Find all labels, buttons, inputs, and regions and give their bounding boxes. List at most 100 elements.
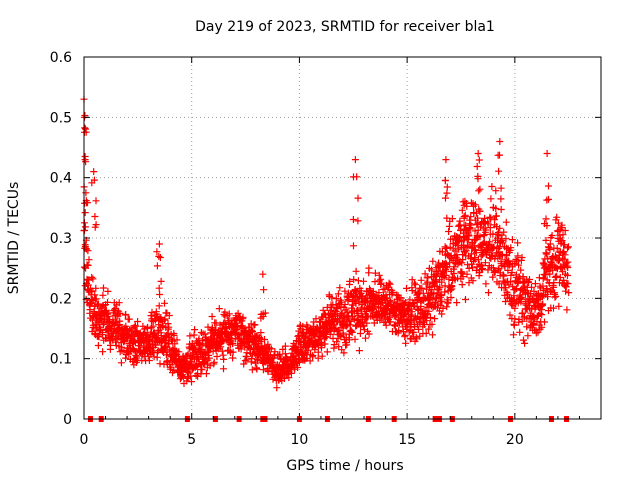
data-point (328, 294, 336, 302)
data-point (502, 218, 510, 226)
data-point (496, 224, 504, 232)
data-point (495, 232, 503, 240)
data-point (241, 357, 249, 365)
data-point (552, 292, 560, 300)
data-point (464, 243, 472, 251)
data-point (458, 206, 466, 214)
data-point (81, 209, 89, 217)
data-point (463, 270, 471, 278)
data-point (206, 362, 214, 370)
chart-title: Day 219 of 2023, SRMTID for receiver bla… (195, 19, 495, 35)
data-point (539, 275, 547, 283)
data-point (381, 311, 389, 318)
data-point (526, 276, 533, 283)
data-point (466, 225, 474, 233)
data-point (484, 220, 492, 228)
data-point (554, 257, 562, 265)
data-point (408, 308, 416, 316)
data-point (122, 311, 130, 318)
data-point (339, 331, 347, 339)
data-point (334, 290, 342, 298)
data-point (318, 352, 326, 360)
data-point (281, 350, 289, 358)
data-point (561, 227, 569, 234)
data-point (81, 223, 89, 231)
data-point (86, 306, 94, 314)
data-point (148, 347, 156, 355)
data-point (496, 138, 504, 145)
data-point (351, 156, 359, 164)
data-point (518, 317, 526, 325)
data-point (237, 345, 245, 353)
data-point (219, 337, 227, 345)
x-axis-label: GPS time / hours (286, 458, 403, 474)
data-point (115, 299, 123, 307)
data-point (348, 328, 356, 336)
data-point (471, 227, 479, 235)
data-point (512, 255, 520, 263)
data-point (259, 366, 267, 374)
data-point (173, 336, 181, 344)
data-point (428, 286, 436, 294)
data-point (497, 258, 505, 266)
data-point (523, 323, 531, 331)
data-point (428, 320, 436, 328)
data-point (443, 303, 451, 311)
data-point (556, 235, 564, 243)
data-point (560, 248, 568, 256)
data-point (443, 263, 451, 270)
data-point (467, 221, 475, 229)
data-point (321, 333, 329, 341)
data-point (253, 365, 261, 373)
y-tick-label: 0 (63, 412, 72, 428)
data-point (417, 276, 425, 284)
data-point (89, 275, 97, 283)
data-point (520, 336, 527, 344)
data-point (392, 311, 400, 319)
data-point (354, 217, 362, 225)
data-point (538, 311, 546, 319)
data-point (369, 305, 377, 313)
data-point (530, 321, 537, 328)
data-point (336, 284, 344, 292)
y-tick-label: 0.6 (50, 50, 72, 66)
data-point (493, 223, 501, 231)
data-point (474, 256, 482, 264)
data-point (457, 227, 465, 234)
data-point (517, 266, 525, 274)
data-point (501, 279, 509, 287)
data-point (443, 244, 451, 252)
data-point (249, 328, 256, 335)
data-point (487, 251, 495, 259)
data-point (541, 318, 548, 326)
data-point (461, 211, 469, 219)
data-point (447, 294, 455, 301)
data-point (505, 281, 513, 289)
data-point (490, 243, 498, 251)
data-point (326, 330, 334, 338)
data-point (499, 239, 507, 247)
data-point (462, 247, 470, 255)
data-point (432, 277, 440, 285)
data-point (165, 323, 173, 331)
x-tick-label: 15 (398, 432, 416, 448)
data-point (421, 270, 429, 278)
data-point (528, 283, 535, 291)
data-point (333, 338, 341, 346)
data-point (116, 309, 124, 317)
data-point (439, 304, 447, 312)
data-point (444, 298, 452, 306)
data-point (474, 150, 482, 157)
data-point (188, 378, 195, 386)
data-point (98, 303, 106, 311)
data-point (410, 328, 418, 336)
data-point (551, 252, 559, 260)
data-point (477, 252, 485, 260)
data-point (153, 248, 161, 256)
data-point (81, 124, 89, 132)
data-point (487, 195, 495, 203)
data-point (504, 266, 512, 274)
data-point (323, 348, 331, 356)
data-point (460, 213, 468, 221)
data-point (205, 354, 213, 362)
